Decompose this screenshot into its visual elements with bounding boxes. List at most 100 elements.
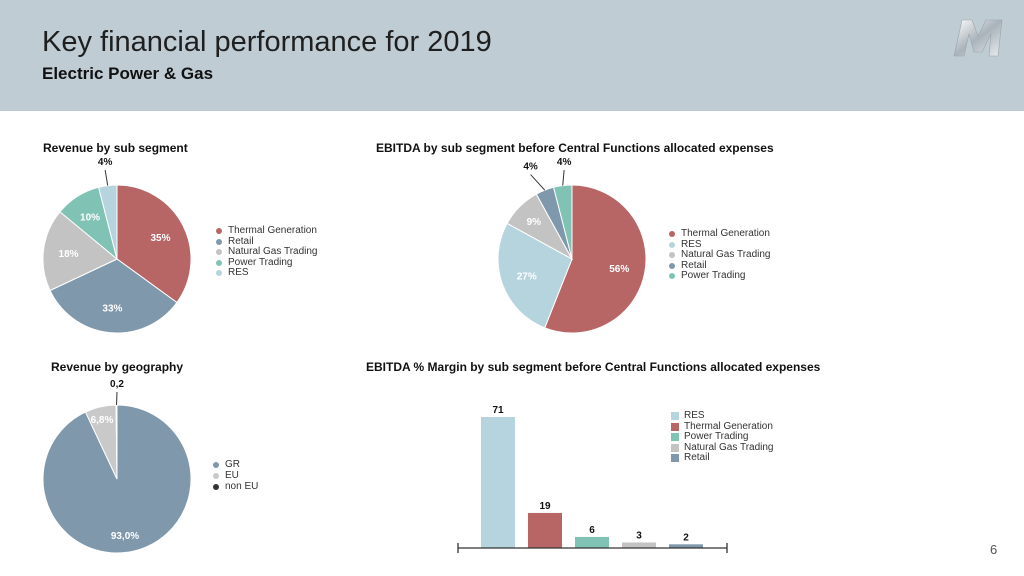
- revenue-subsegment-label-natural-gas-trading: 18%: [59, 249, 79, 260]
- ebitda-subsegment-legend-label-thermal-generation: Thermal Generation: [681, 228, 770, 239]
- revenue-subsegment-label-res: 4%: [98, 157, 113, 168]
- ebitda-subsegment-leader-retail: [530, 174, 546, 191]
- revenue-subsegment-legend-swatch-retail: [216, 238, 222, 245]
- ebitda-margin-legend-item-res: RES: [671, 410, 774, 422]
- revenue-geography-label-eu: 6,8%: [91, 415, 114, 426]
- ebitda-subsegment-slice-thermal-generation: [544, 184, 647, 334]
- revenue-subsegment-legend-swatch-res: [216, 270, 222, 277]
- ebitda-subsegment-legend-label-res: RES: [681, 238, 702, 250]
- revenue-geography-legend-label-non-eu: non EU: [225, 481, 259, 492]
- revenue-geography-legend-label-gr: GR: [225, 459, 240, 470]
- bar-thermal-generation: [528, 512, 562, 548]
- revenue-subsegment-leader-res: [104, 169, 109, 186]
- company-logo: [953, 19, 1003, 57]
- ebitda-subsegment-legend-item-natural-gas-trading: Natural Gas Trading: [669, 249, 771, 261]
- ebitda-subsegment-legend-label-natural-gas-trading: Natural Gas Trading: [681, 249, 771, 260]
- bar-res: [481, 417, 515, 548]
- ebitda-margin-legend-swatch-thermal-generation: [671, 422, 679, 431]
- ebitda-margin-legend-item-power-trading: Power Trading: [671, 431, 774, 443]
- revenue-subsegment-legend-item-thermal-generation: Thermal Generation: [216, 225, 318, 237]
- ebitda-margin-legend-label-power-trading: Power Trading: [684, 431, 749, 442]
- ebitda-subsegment-legend-item-thermal-generation: Thermal Generation: [669, 228, 771, 240]
- ebitda-subsegment-legend-swatch-res: [669, 241, 675, 248]
- bar-label-thermal-generation: 19: [539, 501, 551, 512]
- ebitda-subsegment-legend-swatch-thermal-generation: [669, 231, 675, 238]
- revenue-subsegment-legend-label-thermal-generation: Thermal Generation: [228, 225, 317, 236]
- ebitda-margin-legend-swatch-res: [671, 412, 679, 421]
- ebitda-subsegment-legend-item-retail: Retail: [669, 259, 771, 272]
- bar-label-natural-gas-trading: 3: [636, 530, 642, 541]
- revenue-geography-legend-item-non-eu: non EU: [213, 481, 258, 492]
- bar-label-retail: 2: [683, 532, 689, 543]
- ebitda-subsegment-leader-power-trading: [562, 169, 565, 186]
- revenue-geography-legend: GR EU non EU: [213, 459, 258, 492]
- ebitda-margin-legend-swatch-natural-gas-trading: [671, 443, 679, 452]
- revenue-subsegment-legend: Thermal Generation Retail Natural Gas Trad…: [216, 225, 318, 279]
- revenue-geography-legend-swatch-eu: [213, 472, 219, 479]
- ebitda-subsegment-slice-res: [497, 222, 573, 329]
- header-band: [0, 0, 1024, 111]
- ebitda-subsegment-legend-item-power-trading: Power Trading: [669, 270, 771, 282]
- revenue-geography-legend-swatch-gr: [213, 461, 219, 468]
- ebitda-subsegment-label-res: 27%: [517, 271, 537, 282]
- revenue-subsegment-legend-label-power-trading: Power Trading: [228, 256, 293, 268]
- ebitda-margin-bars: 71 19 6 3 2: [457, 405, 728, 553]
- bar-power-trading: [575, 536, 609, 548]
- revenue-subsegment-legend-item-power-trading: Power Trading: [216, 256, 318, 269]
- ebitda-subsegment-legend-label-retail: Retail: [681, 259, 707, 271]
- revenue-subsegment-slice-retail: [49, 258, 178, 334]
- ebitda-margin-legend-label-natural-gas-trading: Natural Gas Trading: [684, 441, 774, 453]
- revenue-subsegment-legend-swatch-natural-gas-trading: [216, 249, 222, 256]
- revenue-subsegment-legend-swatch-power-trading: [216, 259, 222, 266]
- ebitda-subsegment-legend-swatch-natural-gas-trading: [669, 252, 675, 259]
- revenue-subsegment-legend-label-retail: Retail: [228, 235, 254, 247]
- bar-natural-gas-trading: [622, 542, 656, 548]
- ebitda-subsegment-title: EBITDA by sub segment before Central Fun…: [376, 141, 774, 155]
- revenue-subsegment-legend-label-res: RES: [228, 267, 249, 278]
- ebitda-subsegment-slice-power-trading: [552, 184, 573, 260]
- revenue-subsegment-legend-item-natural-gas-trading: Natural Gas Trading: [216, 246, 318, 258]
- revenue-subsegment-pie: 35% 33% 18% 10% 4%: [42, 157, 192, 334]
- ebitda-subsegment-label-retail: 4%: [523, 162, 538, 173]
- revenue-subsegment-title: Revenue by sub segment: [43, 141, 188, 155]
- revenue-geography-label-gr: 93,0%: [111, 531, 139, 542]
- page-title: Key financial performance for 2019: [42, 26, 492, 58]
- ebitda-subsegment-label-power-trading: 4%: [557, 157, 572, 168]
- revenue-subsegment-slice-thermal-generation: [116, 184, 192, 304]
- revenue-geography-legend-label-eu: EU: [225, 470, 239, 481]
- ebitda-subsegment-legend-swatch-retail: [669, 262, 675, 269]
- ebitda-margin-legend-item-thermal-generation: Thermal Generation: [671, 420, 774, 433]
- revenue-subsegment-legend-label-natural-gas-trading: Natural Gas Trading: [228, 246, 318, 257]
- revenue-subsegment-legend-item-retail: Retail: [216, 235, 318, 248]
- page-number: 6: [990, 542, 998, 557]
- bar-label-power-trading: 6: [589, 525, 595, 536]
- revenue-subsegment-label-retail: 33%: [102, 304, 122, 315]
- page-subtitle: Electric Power & Gas: [42, 64, 214, 83]
- revenue-subsegment-legend-item-res: RES: [216, 267, 318, 279]
- revenue-geography-legend-item-eu: EU: [213, 470, 258, 481]
- revenue-geography-pie: 93,0% 6,8% 0,2: [42, 379, 192, 554]
- ebitda-margin-legend-label-thermal-generation: Thermal Generation: [684, 420, 773, 432]
- ebitda-subsegment-legend-item-res: RES: [669, 238, 771, 251]
- ebitda-margin-legend-item-retail: Retail: [671, 452, 774, 464]
- bar-label-res: 71: [492, 405, 504, 416]
- ebitda-margin-title: EBITDA % Margin by sub segment before Ce…: [366, 360, 821, 374]
- ebitda-margin-legend-swatch-power-trading: [671, 433, 679, 442]
- ebitda-margin-legend-swatch-retail: [671, 454, 679, 463]
- ebitda-subsegment-legend-swatch-power-trading: [669, 273, 675, 280]
- revenue-geography-title: Revenue by geography: [51, 360, 184, 374]
- revenue-subsegment-label-power-trading: 10%: [80, 213, 100, 224]
- revenue-geography-legend-item-gr: GR: [213, 459, 258, 470]
- revenue-geography-label-non-eu: 0,2: [110, 379, 124, 390]
- ebitda-margin-legend: RES Thermal Generation Power Trading Natura…: [671, 410, 774, 464]
- revenue-subsegment-legend-swatch-thermal-generation: [216, 228, 222, 235]
- revenue-geography-legend-swatch-non-eu: [213, 483, 219, 490]
- ebitda-subsegment-legend-label-power-trading: Power Trading: [681, 270, 746, 281]
- ebitda-subsegment-legend: Thermal Generation RES Natural Gas Trading…: [669, 228, 771, 282]
- ebitda-subsegment-label-natural-gas-trading: 9%: [527, 217, 542, 228]
- ebitda-subsegment-label-thermal-generation: 56%: [609, 264, 629, 275]
- ebitda-margin-legend-label-retail: Retail: [684, 452, 710, 463]
- ebitda-subsegment-pie: 56% 27% 9% 4% 4%: [497, 157, 647, 334]
- revenue-subsegment-label-thermal-generation: 35%: [151, 233, 171, 244]
